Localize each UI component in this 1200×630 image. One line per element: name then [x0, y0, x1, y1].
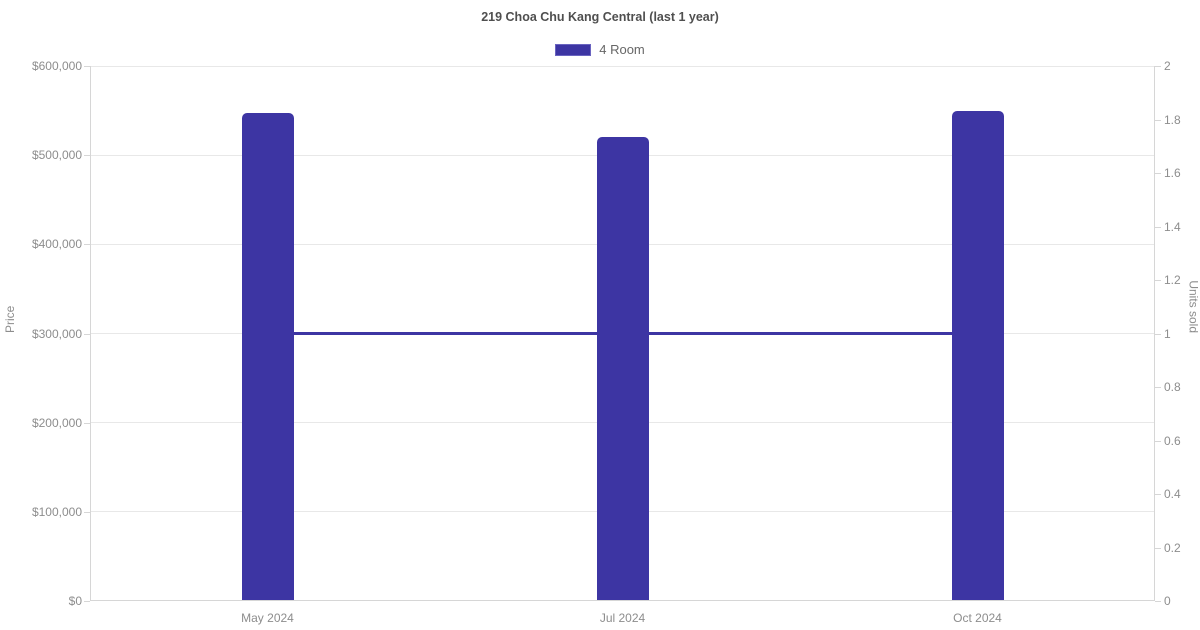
right-axis-tick-label: 1: [1164, 326, 1171, 341]
bar-oct-2024: [951, 111, 1004, 601]
left-axis-tick-mark: [84, 601, 90, 602]
right-axis-tick-mark: [1155, 387, 1161, 388]
right-axis-tick-mark: [1155, 280, 1161, 281]
right-axis-tick-label: 0.2: [1164, 540, 1181, 555]
left-axis-tick-mark: [84, 155, 90, 157]
x-axis-line: [90, 600, 1155, 601]
right-axis-tick-mark: [1155, 66, 1161, 67]
left-axis-tick-label: $200,000: [31, 415, 82, 430]
left-axis-tick-label: $100,000: [31, 504, 82, 519]
right-axis-tick-label: 2: [1164, 59, 1171, 73]
right-axis-tick-mark: [1155, 440, 1161, 442]
right-axis-tick-label: 0.8: [1164, 380, 1181, 394]
right-axis-tick-label: 1.8: [1164, 112, 1181, 127]
legend: 4 Room: [0, 42, 1200, 57]
left-axis-tick-label: $300,000: [31, 326, 82, 341]
legend-swatch-4-room: [555, 43, 592, 56]
right-axis-tick-mark: [1155, 601, 1161, 602]
left-axis-tick-label: $600,000: [31, 59, 82, 73]
right-axis-tick-mark: [1155, 494, 1161, 495]
left-axis-tick-mark: [84, 422, 90, 424]
left-axis-tick-mark: [84, 511, 90, 513]
right-axis-tick-label: 0: [1164, 594, 1171, 608]
left-axis-line: [90, 66, 91, 601]
x-axis-tick-label: Jul 2024: [599, 611, 646, 625]
right-axis-tick-mark: [1155, 119, 1161, 121]
left-axis-tick-mark: [84, 244, 90, 246]
right-axis-tick-label: 1.6: [1164, 166, 1181, 180]
left-axis-tick-label: $500,000: [31, 148, 82, 163]
left-axis-tick-mark: [84, 333, 90, 335]
right-axis-title: Units sold: [1187, 280, 1200, 333]
left-axis-tick-label: $400,000: [31, 237, 82, 252]
legend-label-4-room: 4 Room: [599, 42, 645, 57]
right-axis-tick-mark: [1155, 333, 1161, 335]
right-axis-tick-label: 1.2: [1164, 273, 1181, 287]
right-axis-tick-label: 0.4: [1164, 487, 1181, 501]
right-axis-tick-mark: [1155, 226, 1161, 228]
x-axis-tick-label: Oct 2024: [953, 611, 1002, 625]
bar-may-2024: [241, 112, 294, 601]
left-axis-tick-label: $0: [68, 594, 82, 608]
chart-title: 219 Choa Chu Kang Central (last 1 year): [481, 10, 719, 24]
right-axis-tick-label: 0.6: [1164, 433, 1181, 448]
right-axis-tick-label: 1.4: [1164, 219, 1181, 234]
left-axis-tick-mark: [84, 66, 90, 67]
x-axis-tick-label: May 2024: [241, 611, 294, 625]
right-axis-tick-mark: [1155, 547, 1161, 549]
plot-area: [90, 65, 1155, 601]
gridline: [90, 65, 1155, 67]
right-axis-tick-mark: [1155, 173, 1161, 174]
right-axis-line: [1154, 66, 1155, 601]
bar-jul-2024: [596, 137, 649, 601]
